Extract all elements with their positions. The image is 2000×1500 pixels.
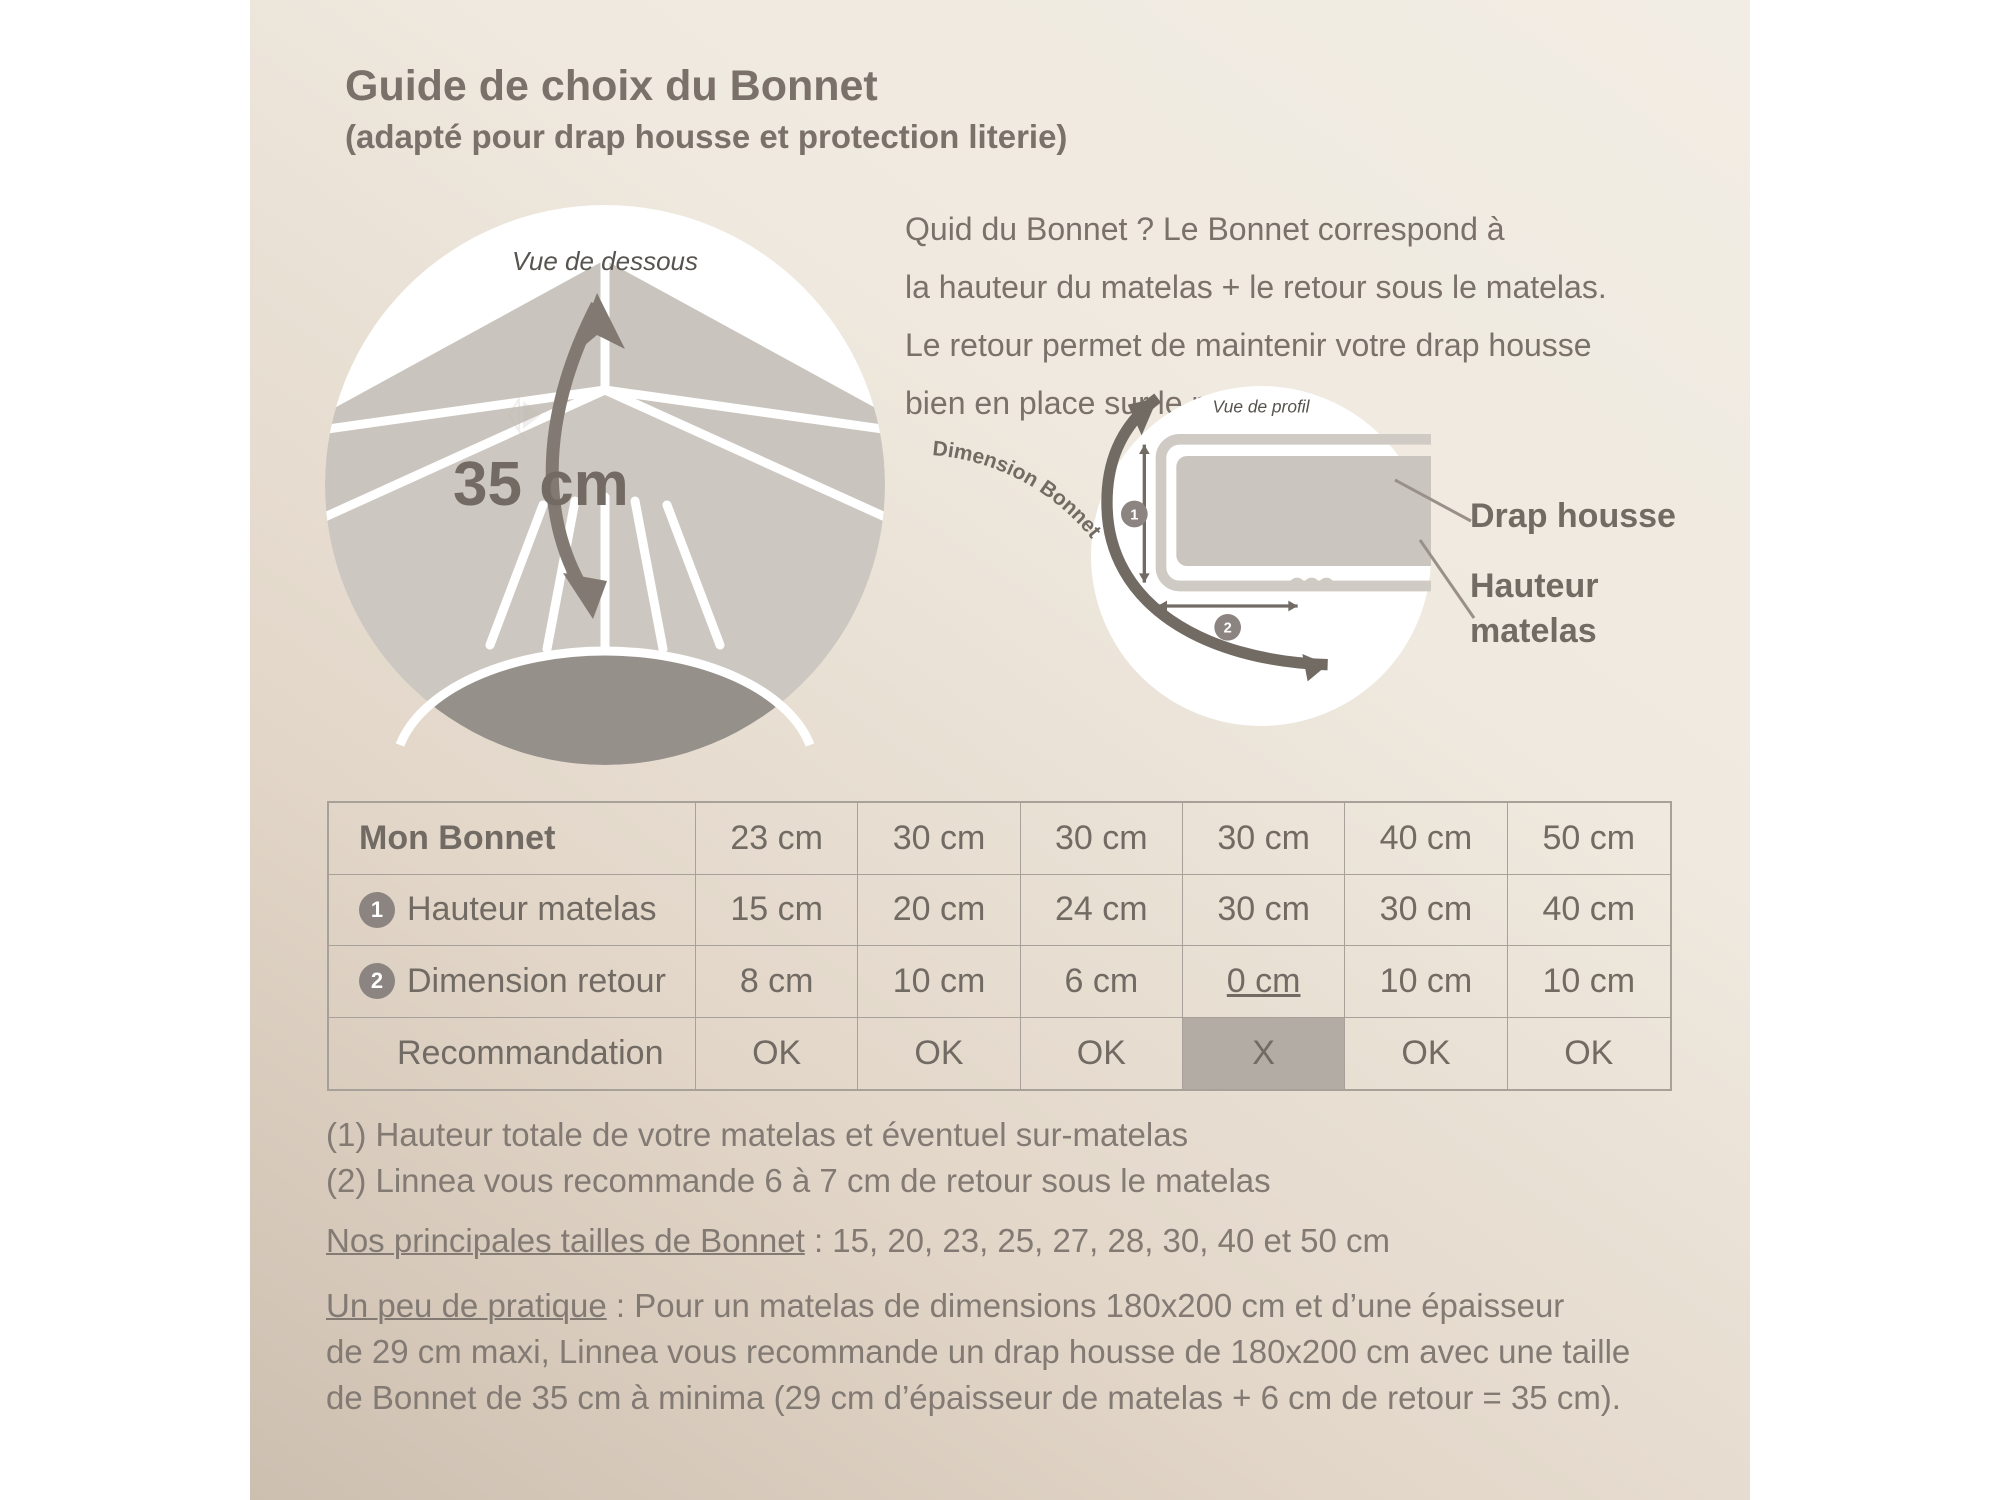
svg-text:Vue de dessous: Vue de dessous	[512, 246, 698, 276]
svg-text:2: 2	[1224, 621, 1232, 637]
svg-text:Vue de profil: Vue de profil	[1213, 397, 1311, 417]
svg-text:35 cm: 35 cm	[453, 450, 629, 519]
